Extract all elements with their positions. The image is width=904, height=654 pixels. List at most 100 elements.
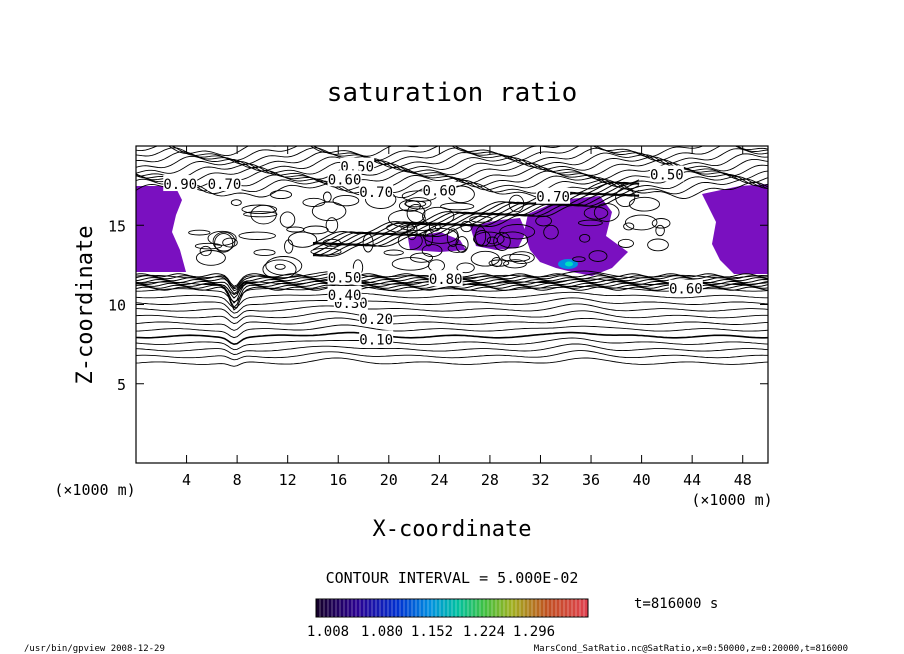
contour-loop	[469, 215, 493, 223]
contour-label-bg	[359, 182, 394, 199]
contour-label-bg	[359, 330, 394, 347]
color-scale-bar	[315, 598, 589, 618]
contour-label: 0.20	[359, 312, 393, 328]
contour-loop	[456, 262, 475, 274]
contour-loop	[509, 251, 535, 264]
color-scale-tick-label: 1.224	[463, 624, 505, 640]
contour-label-bg	[207, 175, 242, 192]
contour-loop	[214, 233, 234, 253]
contour-loop	[473, 230, 491, 247]
contour-labels: 0.100.200.300.400.500.50 0.500.600.600.60…	[163, 157, 703, 348]
contour-line	[136, 162, 768, 181]
contour-loop	[188, 229, 211, 236]
color-scale-gradient	[315, 598, 589, 618]
contour-label-bg	[359, 309, 394, 326]
footer-right: MarsCond_SatRatio.nc@SatRatio,x=0:50000,…	[534, 644, 848, 654]
x-tick-label: 32	[531, 471, 549, 489]
contour-label-bg	[428, 270, 463, 287]
contour-label: 0.60	[669, 282, 703, 298]
x-tick-label: 40	[633, 471, 651, 489]
contour-line	[136, 155, 768, 172]
contour-line	[312, 179, 640, 244]
color-scale-tick-label: 1.152	[411, 624, 453, 640]
contour-loop	[332, 194, 360, 207]
color-scale-tick-labels: 1.008 1.080 1.152 1.224 1.296	[307, 624, 555, 640]
time-label: t=816000 s	[634, 596, 718, 612]
contour-loop	[241, 204, 278, 215]
shaded-region-left	[136, 186, 186, 272]
color-scale-stripes	[319, 599, 585, 617]
y-axis-title: Z-coordinate	[73, 226, 98, 385]
x-tick-label: 24	[430, 471, 448, 489]
contour-loop	[428, 259, 445, 273]
contour-loop	[383, 249, 404, 256]
contour-line	[136, 284, 768, 309]
x-tick-label: 4	[182, 471, 191, 489]
contour-loop	[473, 231, 505, 247]
contour-label-bg	[163, 175, 198, 192]
contour-loop	[470, 250, 500, 267]
contour-loop	[628, 196, 660, 212]
x-axis-ticks: 4 8 12 16 20 24 28 32 36 40 44 48	[182, 146, 752, 489]
contour-line	[136, 331, 768, 346]
contour-loop	[503, 259, 527, 269]
contour-loop	[577, 219, 603, 227]
contour-loop	[238, 231, 276, 240]
contour-label: 0.80	[429, 272, 463, 288]
contour-loop	[486, 236, 498, 245]
contour-loop	[655, 224, 665, 237]
contour-label: 0.10	[359, 332, 393, 348]
contour-label-bg	[327, 268, 362, 285]
contour-loop	[212, 231, 236, 252]
contour-label-bg	[422, 181, 457, 198]
contour-line	[312, 185, 640, 251]
contour-loop	[230, 199, 242, 206]
contour-loop	[302, 197, 326, 207]
contour-line	[136, 284, 768, 303]
contour-loop	[623, 222, 635, 231]
contour-label-bg	[649, 165, 684, 182]
contour-loop	[440, 202, 475, 211]
x-axis-title: X-coordinate	[373, 517, 532, 542]
contour-interval-label: CONTOUR INTERVAL = 5.000E-02	[326, 569, 579, 587]
contour-loop	[274, 263, 286, 270]
contour-line	[136, 324, 768, 339]
contour-label: 0.70	[536, 190, 570, 206]
contour-loop	[588, 250, 608, 262]
contour-loop	[253, 249, 276, 257]
contour-line	[136, 303, 768, 319]
contour-loop	[199, 245, 212, 257]
plot-area: 0.100.200.300.400.500.50 0.500.600.600.60…	[136, 146, 768, 367]
contour-line	[136, 146, 768, 158]
contour-line	[136, 297, 768, 314]
contour-loop	[243, 211, 278, 218]
contour-loop	[325, 217, 339, 233]
contour-loop	[501, 253, 531, 262]
x-tick-label: 16	[329, 471, 347, 489]
contour-line	[136, 343, 768, 355]
x-tick-label: 48	[734, 471, 752, 489]
contour-label: 0.60	[328, 172, 362, 188]
contour-loop	[499, 224, 536, 240]
contour-line	[136, 357, 768, 367]
contour-loop	[446, 228, 459, 247]
x-unit-label-right: (×1000 m)	[691, 491, 772, 509]
contour-line	[312, 193, 640, 257]
x-unit-label-left: (×1000 m)	[54, 481, 135, 499]
contour-loop	[265, 256, 303, 276]
chart-title: saturation ratio	[327, 78, 577, 108]
contour-line	[136, 310, 768, 325]
footer-left: /usr/bin/gpview 2008-12-29	[24, 644, 165, 654]
contour-loop	[572, 256, 586, 263]
y-tick-label: 5	[117, 376, 126, 394]
shaded-region-center	[524, 196, 628, 276]
contour-loop	[269, 190, 293, 200]
contour-label: 0.60	[423, 183, 457, 199]
contour-loop	[286, 226, 305, 233]
contour-label: 0.70	[208, 177, 242, 193]
y-tick-label: 10	[108, 297, 126, 315]
x-tick-label: 8	[233, 471, 242, 489]
shaded-region-right	[702, 184, 768, 274]
contour-line	[136, 350, 768, 361]
x-tick-label: 36	[582, 471, 600, 489]
